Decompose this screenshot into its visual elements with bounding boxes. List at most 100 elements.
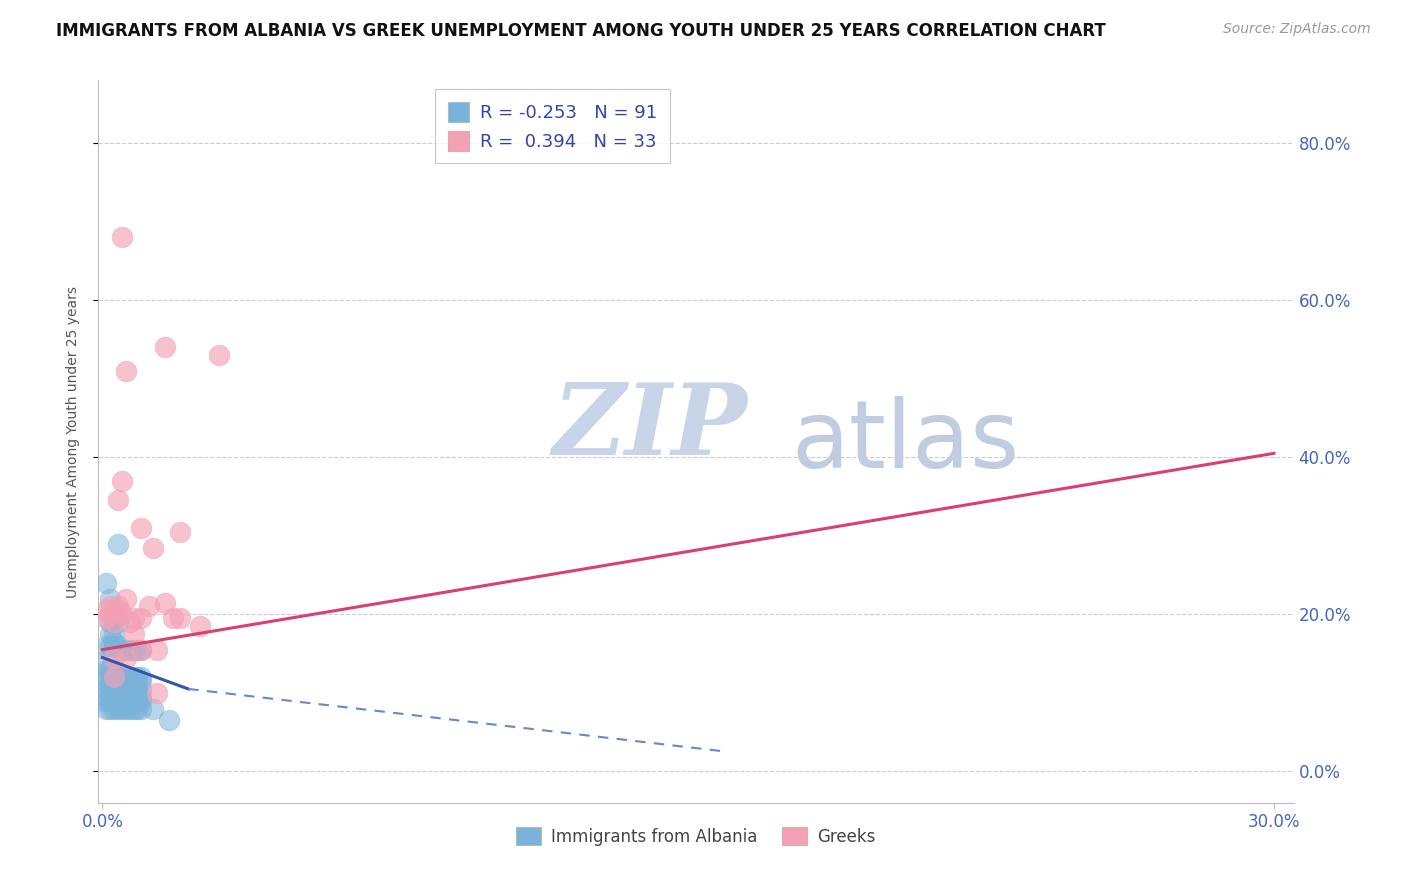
Point — [127, 694, 149, 708]
Point — [96, 639, 118, 653]
Point — [146, 686, 169, 700]
Point — [107, 493, 129, 508]
Point — [122, 611, 145, 625]
Point — [122, 694, 145, 708]
Text: atlas: atlas — [792, 395, 1019, 488]
Point — [93, 674, 115, 689]
Point — [114, 364, 136, 378]
Point — [107, 674, 129, 689]
Point — [157, 714, 180, 728]
Point — [96, 575, 118, 590]
Point — [103, 681, 125, 696]
Point — [107, 536, 129, 550]
Point — [103, 615, 125, 630]
Point — [127, 701, 149, 715]
Point — [96, 655, 118, 669]
Point — [103, 639, 125, 653]
Point — [122, 690, 145, 704]
Point — [114, 681, 136, 696]
Text: ZIP: ZIP — [553, 379, 748, 475]
Point — [98, 627, 121, 641]
Point — [131, 611, 153, 625]
Point — [98, 678, 121, 692]
Point — [107, 639, 129, 653]
Point — [131, 642, 153, 657]
Point — [118, 674, 141, 689]
Point — [96, 670, 118, 684]
Point — [103, 650, 125, 665]
Point — [107, 681, 129, 696]
Point — [103, 690, 125, 704]
Point — [114, 674, 136, 689]
Point — [103, 627, 125, 641]
Point — [127, 670, 149, 684]
Point — [103, 701, 125, 715]
Point — [122, 686, 145, 700]
Point — [98, 615, 121, 630]
Point — [127, 690, 149, 704]
Point — [111, 670, 134, 684]
Point — [122, 642, 145, 657]
Point — [114, 690, 136, 704]
Point — [103, 670, 125, 684]
Point — [127, 642, 149, 657]
Point — [107, 690, 129, 704]
Point — [111, 701, 134, 715]
Point — [146, 642, 169, 657]
Point — [107, 670, 129, 684]
Point — [96, 681, 118, 696]
Point — [111, 642, 134, 657]
Point — [107, 599, 129, 614]
Point — [118, 690, 141, 704]
Point — [188, 619, 211, 633]
Point — [208, 348, 231, 362]
Point — [103, 674, 125, 689]
Point — [122, 674, 145, 689]
Point — [111, 674, 134, 689]
Point — [111, 690, 134, 704]
Point — [96, 603, 118, 617]
Text: IMMIGRANTS FROM ALBANIA VS GREEK UNEMPLOYMENT AMONG YOUTH UNDER 25 YEARS CORRELA: IMMIGRANTS FROM ALBANIA VS GREEK UNEMPLO… — [56, 22, 1107, 40]
Point — [107, 603, 129, 617]
Point — [98, 591, 121, 606]
Point — [96, 701, 118, 715]
Point — [131, 690, 153, 704]
Point — [131, 701, 153, 715]
Point — [111, 474, 134, 488]
Legend: Immigrants from Albania, Greeks: Immigrants from Albania, Greeks — [509, 821, 883, 852]
Point — [127, 681, 149, 696]
Point — [118, 681, 141, 696]
Point — [103, 635, 125, 649]
Point — [118, 701, 141, 715]
Point — [131, 642, 153, 657]
Point — [122, 627, 145, 641]
Point — [122, 701, 145, 715]
Point — [142, 541, 165, 555]
Point — [98, 599, 121, 614]
Point — [142, 701, 165, 715]
Point — [107, 674, 129, 689]
Point — [118, 670, 141, 684]
Point — [111, 681, 134, 696]
Point — [103, 694, 125, 708]
Point — [98, 674, 121, 689]
Point — [138, 599, 160, 614]
Point — [98, 694, 121, 708]
Point — [114, 650, 136, 665]
Point — [103, 686, 125, 700]
Point — [111, 230, 134, 244]
Point — [98, 701, 121, 715]
Point — [122, 670, 145, 684]
Point — [98, 662, 121, 676]
Point — [131, 521, 153, 535]
Point — [131, 681, 153, 696]
Point — [127, 686, 149, 700]
Point — [153, 595, 176, 609]
Point — [103, 607, 125, 622]
Point — [114, 670, 136, 684]
Point — [162, 611, 184, 625]
Point — [153, 340, 176, 354]
Point — [111, 694, 134, 708]
Y-axis label: Unemployment Among Youth under 25 years: Unemployment Among Youth under 25 years — [66, 285, 80, 598]
Point — [97, 662, 120, 676]
